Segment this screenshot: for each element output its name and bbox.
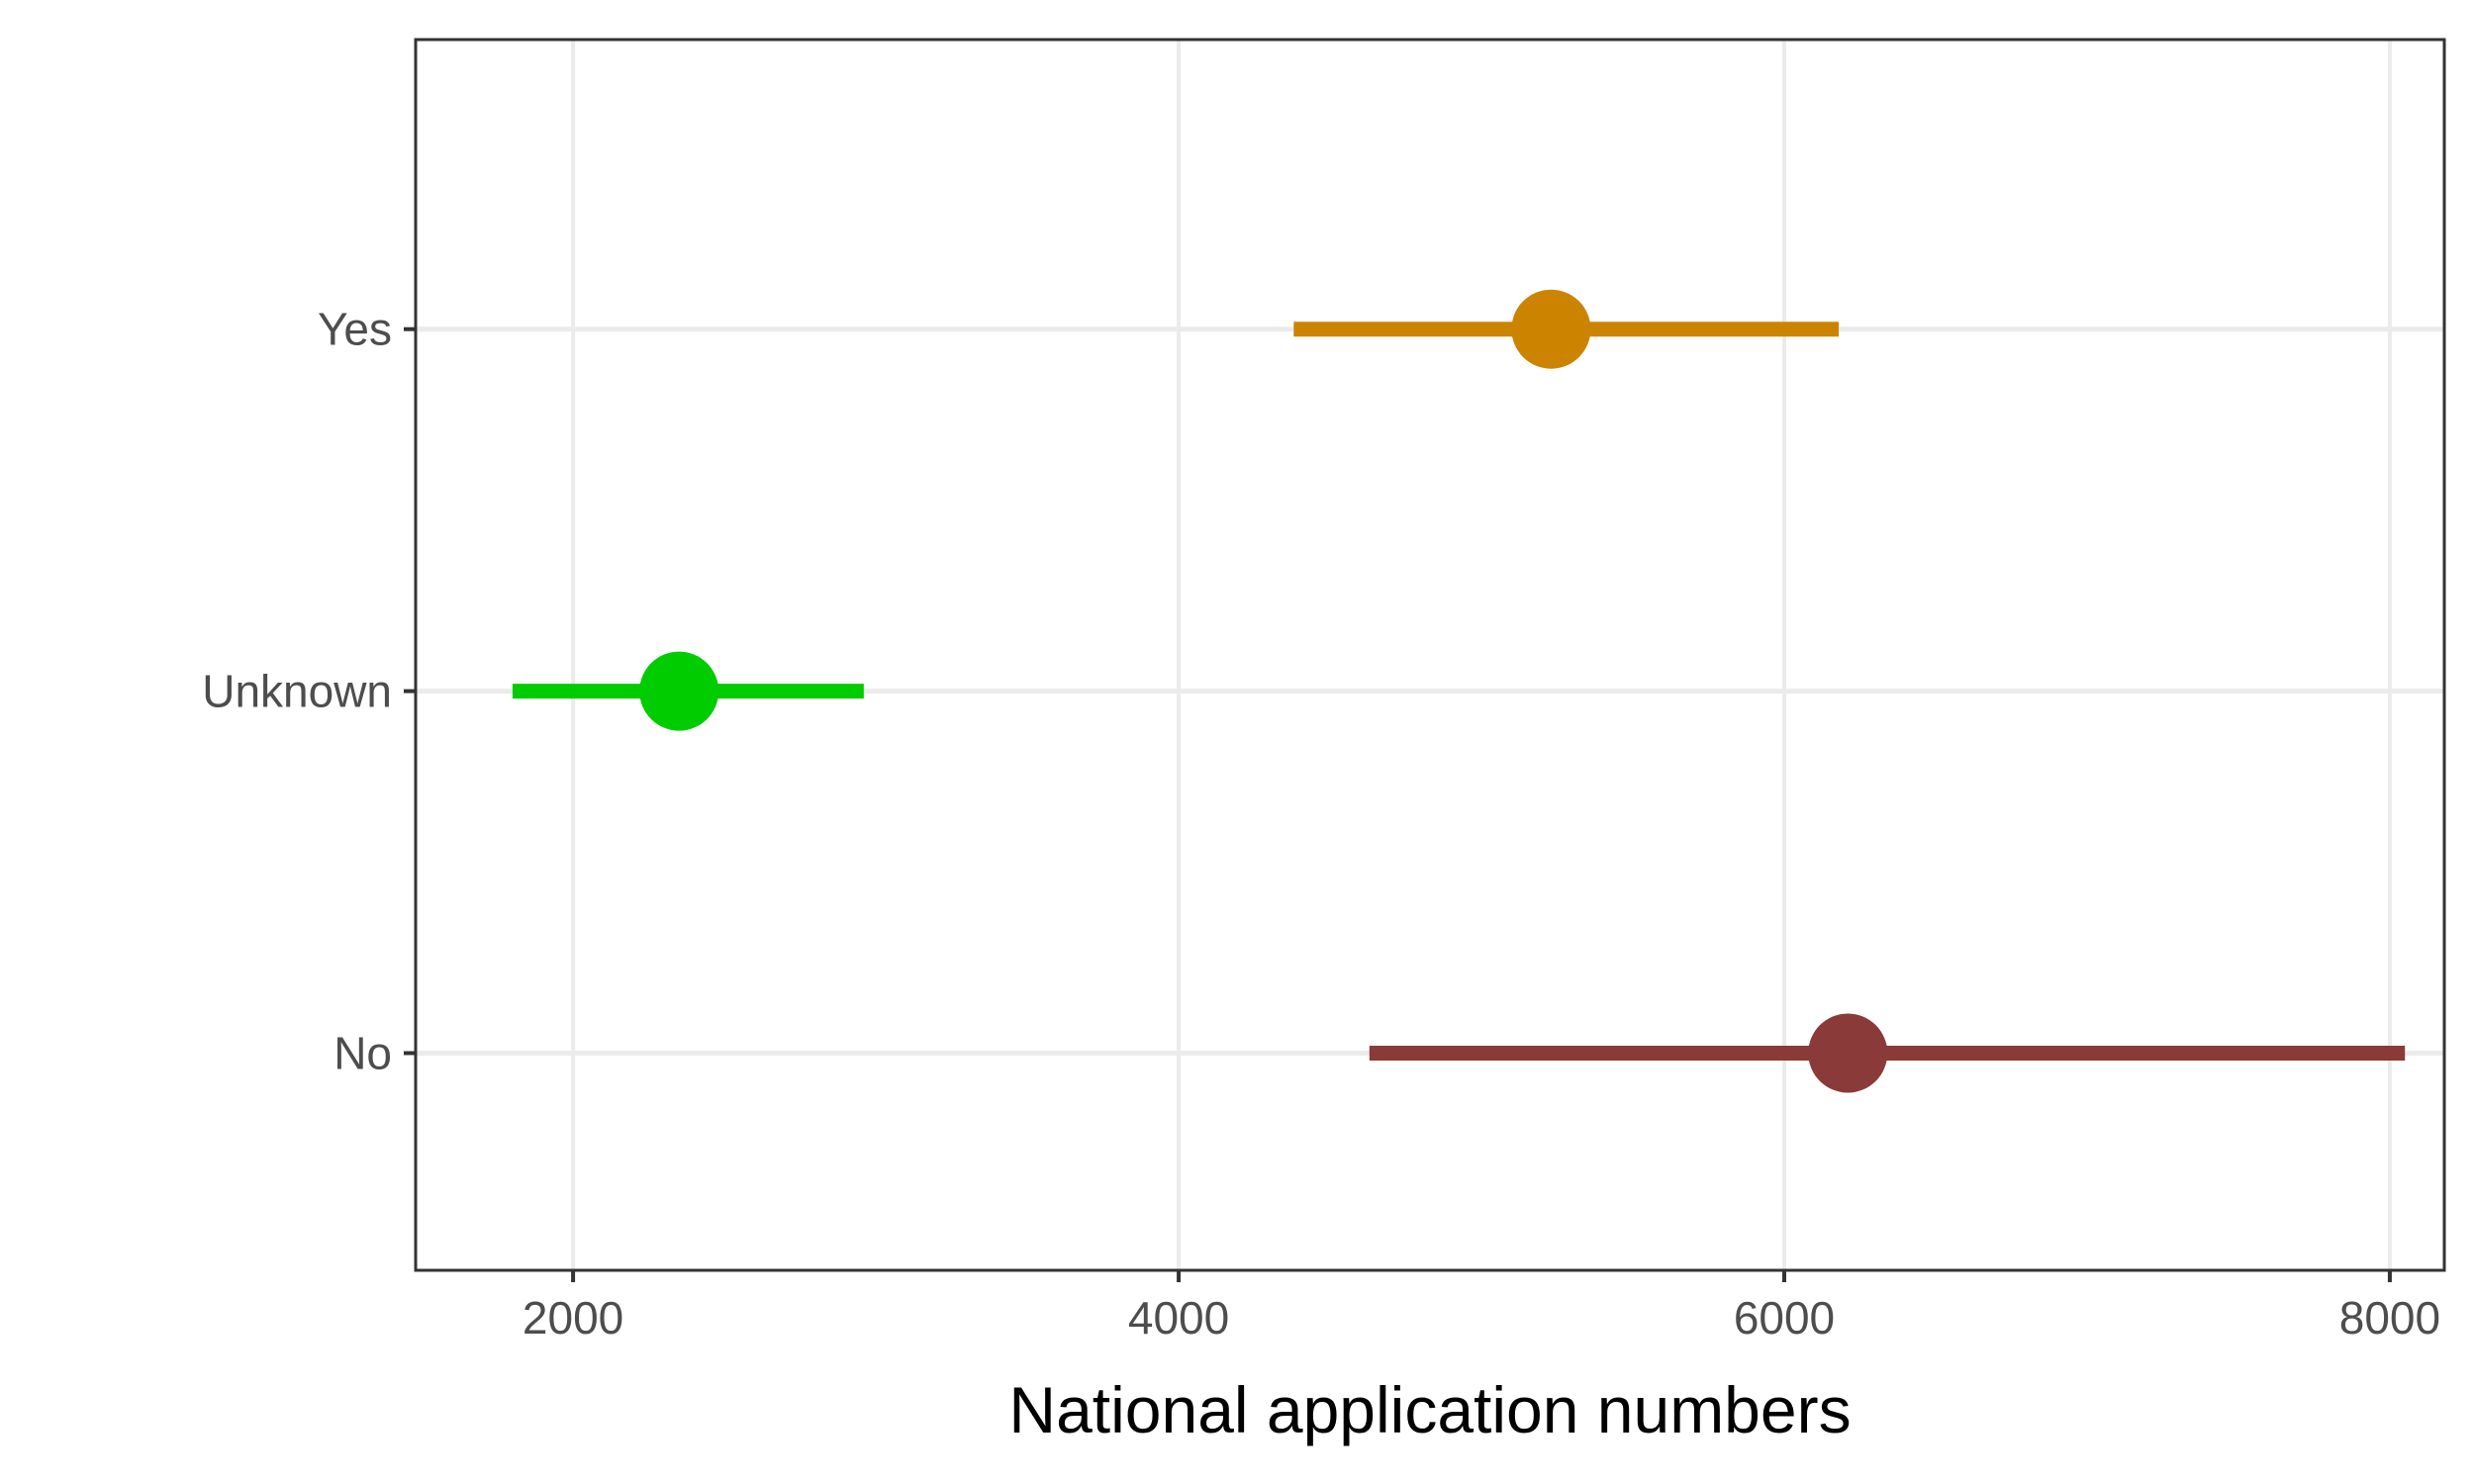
x-tick-label: 4000 <box>1128 1292 1229 1344</box>
estimate-point <box>1511 289 1591 369</box>
y-tick-label: Unknown <box>202 666 392 717</box>
plot-border <box>414 38 2446 1272</box>
x-tick-label: 6000 <box>1734 1292 1835 1344</box>
y-tick-label: No <box>333 1027 392 1078</box>
axis-ticks: 2000 4000 6000 8000 No Unknown Yes <box>202 304 2440 1344</box>
x-tick-label: 8000 <box>2339 1292 2440 1344</box>
x-tick-label: 2000 <box>523 1292 623 1344</box>
estimate-point <box>639 651 719 731</box>
y-tick-label: Yes <box>318 304 392 355</box>
data-marks <box>512 289 2406 1093</box>
estimate-point <box>1808 1013 1888 1093</box>
x-axis-title: National application numbers <box>1008 1373 1851 1446</box>
plot-panel <box>416 40 2444 1270</box>
